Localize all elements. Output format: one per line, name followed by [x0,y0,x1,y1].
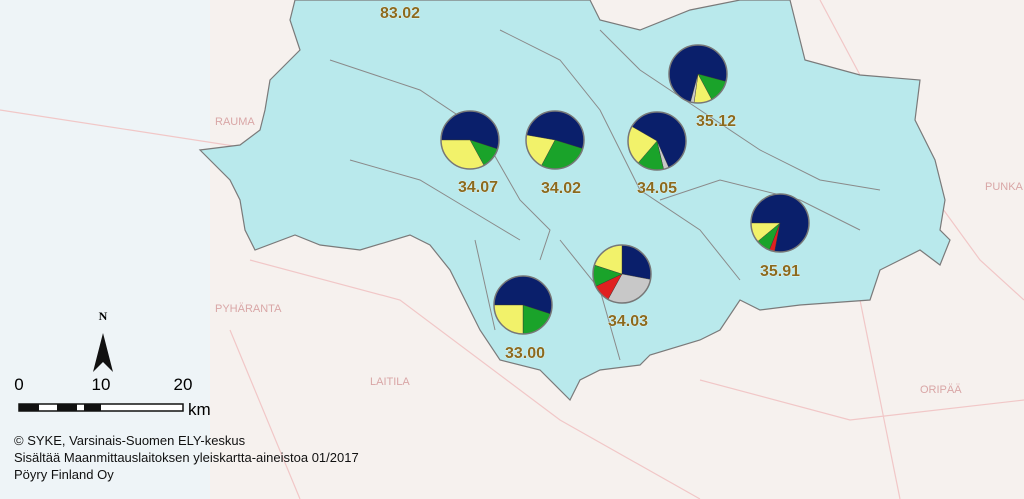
credit: © SYKE, Varsinais-Suomen ELY-keskus [14,433,246,448]
pie-outline [627,111,687,171]
sub-basin-borders [329,29,881,361]
pie-outline [493,275,553,335]
pie-outline [592,244,652,304]
basin-label: 35.91 [760,263,800,280]
basin-label: 35.12 [696,113,736,130]
scale-segment [19,404,39,411]
basin-label: 34.03 [608,313,648,330]
scale-tick: 20 [174,375,193,394]
pie-outline [440,110,500,170]
north-label: N [99,309,108,323]
scale-segment [84,404,101,411]
credit: Pöyry Finland Oy [14,467,114,482]
basin-label: 34.02 [541,180,581,197]
basin-label: 33.00 [505,345,545,362]
north-arrow [93,333,113,372]
scale-bar: N 0 10 20 km [14,309,210,419]
scale-tick: 10 [92,375,111,394]
scale-tick: 0 [14,375,23,394]
place-name: RAUMA [215,116,255,128]
basin-label: 83.02 [380,5,420,22]
place-name: PYHÄRANTA [215,303,282,315]
place-name: LAITILA [370,376,410,388]
basin-label: 34.05 [637,180,677,197]
pie-outline [668,44,728,104]
scale-unit: km [188,400,211,419]
place-names: RAUMA PYHÄRANTA LAITILA ORIPÄÄ PUNKA [215,116,1024,396]
sea [0,0,210,499]
basin-label: 34.07 [458,179,498,196]
catchment-area [198,0,951,402]
place-name: PUNKA [985,181,1024,193]
pie-charts: 35.12 34.07 34.02 34.05 35.91 34.03 33.00 [440,44,810,362]
pie-outline [750,193,810,253]
place-name: ORIPÄÄ [920,384,962,396]
pie-outline [525,110,585,170]
credit: Sisältää Maanmittauslaitoksen yleiskartt… [14,450,359,465]
scale-segment [57,404,77,411]
